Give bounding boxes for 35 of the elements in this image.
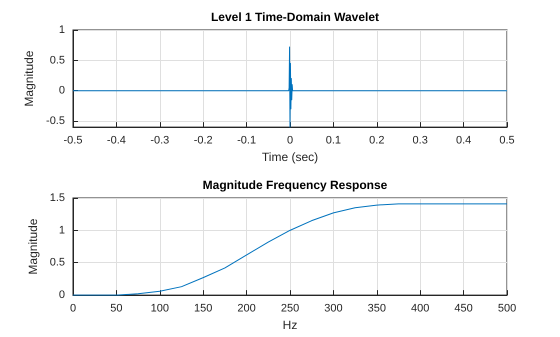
x-axis-title: Time (sec) [262,150,318,164]
y-axis-title: Magnitude [22,50,36,107]
x-axis-title: Hz [282,318,298,332]
y-tick-label: 0.5 [50,54,65,66]
x-tick-label: 0.1 [326,134,342,147]
x-tick-label: 150 [194,302,212,315]
x-tick-label: 0 [286,134,294,147]
y-tick-label: 1 [58,224,65,236]
x-tick-label: 300 [324,302,343,315]
x-tick-label: 250 [280,302,300,315]
x-tick-label: 100 [150,302,169,315]
chart-title: Magnitude Frequency Response [202,178,388,192]
chart-title: Level 1 Time-Domain Wavelet [210,10,380,24]
y-axis-title: Magnitude [26,218,40,275]
x-tick-label: 0.3 [412,134,428,147]
y-tick-label: -0.5 [46,115,65,128]
x-tick-label: 50 [110,302,123,315]
y-tick-label: 0 [58,84,65,97]
x-tick-label: 0.4 [456,134,472,147]
x-tick-label: 0.5 [499,134,515,147]
y-tick-label: 1.5 [50,192,65,204]
y-tick-label: 0 [58,289,65,302]
x-tick-label: 500 [498,302,516,315]
y-tick-label: 1 [58,24,65,36]
x-tick-label: 400 [411,302,430,315]
x-tick-label: -0.1 [237,134,256,147]
x-tick-label: 350 [368,302,386,315]
x-tick-label: 0 [70,302,76,315]
x-tick-label: -0.3 [150,134,170,147]
y-tick-label: 0.5 [50,256,65,269]
x-tick-label: -0.2 [194,134,213,147]
x-tick-label: 450 [454,302,473,315]
x-tick-label: 200 [237,302,256,315]
x-tick-label: -0.4 [106,134,126,147]
x-tick-label: 0.2 [369,134,384,147]
